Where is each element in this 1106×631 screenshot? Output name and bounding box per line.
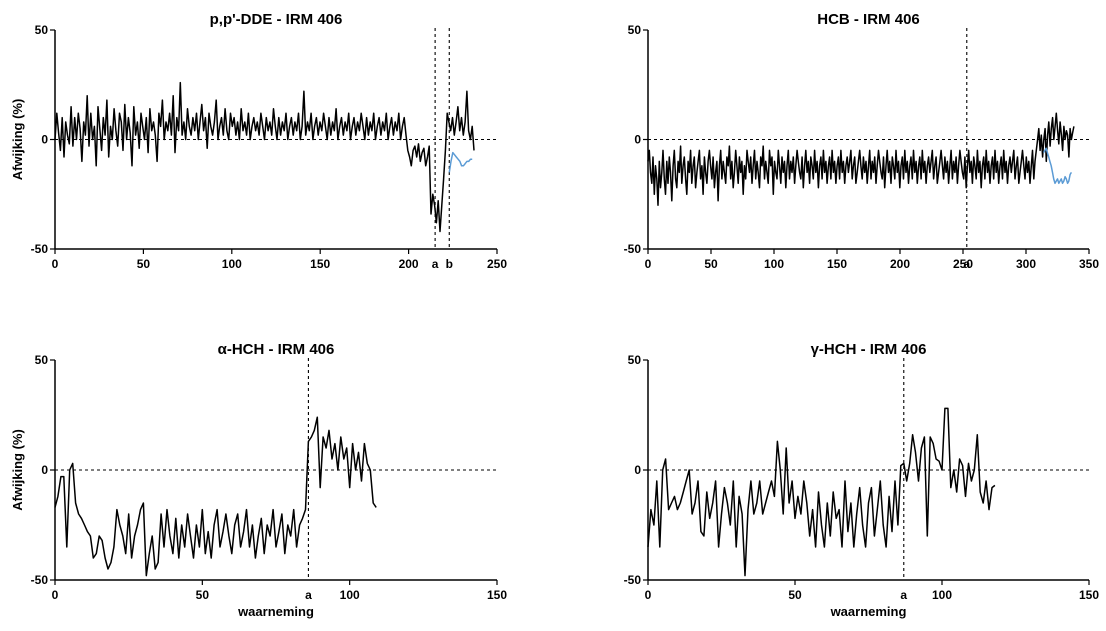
series-line-2 (1042, 147, 1073, 185)
y-tick-label: 50 (628, 353, 642, 367)
y-tick-label: 0 (634, 463, 641, 477)
marker-label-a: a (432, 257, 439, 271)
x-axis-label: waarneming (237, 604, 314, 619)
x-tick-label: 0 (645, 257, 652, 271)
y-tick-label: -50 (31, 573, 49, 587)
y-tick-label: 0 (634, 133, 641, 147)
y-tick-label: 50 (35, 23, 49, 37)
series-line-1 (647, 407, 996, 577)
x-tick-label: 100 (222, 257, 242, 271)
x-tick-label: 0 (52, 588, 59, 602)
x-tick-label: 0 (52, 257, 59, 271)
series-line-1 (54, 416, 377, 577)
x-tick-label: 150 (1079, 588, 1099, 602)
marker-label-a: a (963, 257, 970, 271)
y-tick-label: -50 (624, 242, 642, 256)
chart-title: HCB - IRM 406 (817, 11, 920, 28)
x-tick-label: 50 (137, 257, 151, 271)
x-tick-label: 50 (196, 588, 210, 602)
x-tick-label: 100 (340, 588, 360, 602)
chart-title: γ-HCH - IRM 406 (811, 341, 927, 358)
x-tick-label: 50 (704, 257, 718, 271)
series-line-1 (647, 112, 1075, 206)
marker-label-a: a (900, 588, 907, 602)
x-tick-label: 100 (932, 588, 952, 602)
x-tick-label: 200 (399, 257, 419, 271)
x-tick-label: 150 (827, 257, 847, 271)
x-tick-label: 250 (953, 257, 973, 271)
y-tick-label: 0 (41, 133, 48, 147)
y-tick-label: 0 (41, 463, 48, 477)
y-tick-label: 50 (628, 23, 642, 37)
x-tick-label: 150 (487, 588, 507, 602)
chart-title: α-HCH - IRM 406 (218, 341, 335, 358)
y-axis-label: Afwijking (%) (10, 99, 25, 181)
x-tick-label: 350 (1079, 257, 1099, 271)
x-tick-label: 50 (788, 588, 802, 602)
chart-title: p,p'-DDE - IRM 406 (210, 11, 343, 28)
series-line-2 (448, 151, 473, 173)
x-tick-label: 0 (645, 588, 652, 602)
marker-label-a: a (305, 588, 312, 602)
x-axis-label: waarneming (830, 604, 907, 619)
series-line-1 (54, 81, 475, 233)
x-tick-label: 200 (890, 257, 910, 271)
x-tick-label: 100 (764, 257, 784, 271)
y-tick-label: 50 (35, 353, 49, 367)
x-tick-label: 300 (1016, 257, 1036, 271)
x-tick-label: 250 (487, 257, 507, 271)
y-tick-label: -50 (31, 242, 49, 256)
x-tick-label: 150 (310, 257, 330, 271)
y-axis-label: Afwijking (%) (10, 429, 25, 511)
y-tick-label: -50 (624, 573, 642, 587)
marker-label-b: b (446, 257, 453, 271)
